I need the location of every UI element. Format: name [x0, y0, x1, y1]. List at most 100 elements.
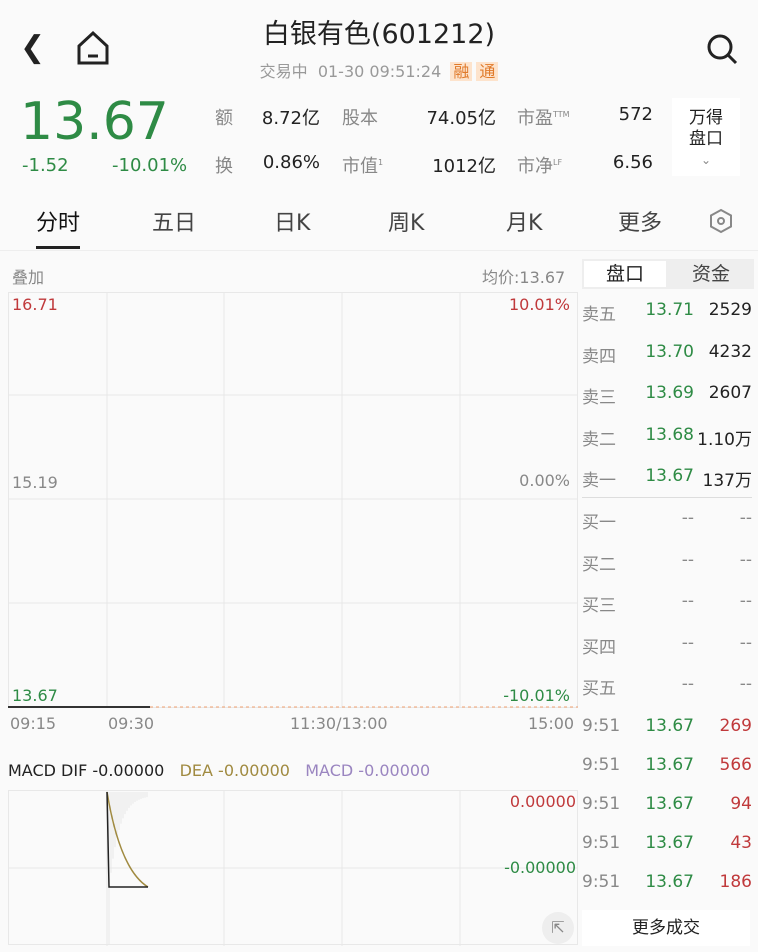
- book-price: --: [681, 632, 694, 653]
- book-volume: 4232: [708, 341, 752, 362]
- book-tabs: 盘口 资金: [582, 259, 754, 289]
- book-label: 买四: [582, 637, 616, 658]
- tab-4[interactable]: 月K: [506, 211, 543, 236]
- tab-0[interactable]: 分时: [36, 211, 81, 236]
- book-volume: --: [739, 549, 752, 570]
- pct-high: 10.01%: [508, 295, 570, 314]
- stat-label: 换: [215, 156, 233, 177]
- stat-label: 市值1: [342, 156, 384, 177]
- book-volume: --: [739, 632, 752, 653]
- x-tick: 09:30: [108, 714, 155, 733]
- tab-2[interactable]: 日K: [274, 211, 311, 236]
- pct-low: -10.01%: [503, 686, 570, 705]
- y-high: 16.71: [12, 295, 58, 314]
- trade-volume: 269: [719, 716, 752, 736]
- price-change-pct: -10.01%: [112, 155, 188, 176]
- book-price: 13.69: [645, 383, 694, 404]
- stat-label: 市净LF: [517, 156, 563, 177]
- more-trades-button[interactable]: 更多成交: [582, 910, 750, 946]
- trade-status: 交易中 01-30 09:51:24 融通: [0, 58, 758, 82]
- trade-volume: 43: [730, 833, 752, 853]
- x-tick: 11:30/13:00: [290, 714, 388, 733]
- trade-time: 9:51: [582, 833, 621, 853]
- book-price: 13.70: [645, 341, 694, 362]
- book-volume: 1.10万: [697, 429, 752, 450]
- macd-legend: MACD DIF -0.00000 DEA -0.00000 MACD -0.0…: [8, 761, 431, 780]
- book-label: 买五: [582, 679, 616, 700]
- trade-volume: 566: [719, 755, 752, 775]
- stat-value: 74.05亿: [426, 108, 496, 129]
- macd-chart[interactable]: [8, 790, 578, 946]
- trade-price: 13.67: [645, 872, 694, 892]
- trade-time: 9:51: [582, 872, 621, 892]
- trade-price: 13.67: [645, 833, 694, 853]
- book-volume: --: [739, 591, 752, 612]
- trade-volume: 94: [730, 794, 752, 814]
- trade-time: 9:51: [582, 755, 621, 775]
- book-price: --: [681, 508, 694, 528]
- macd-y-mid: -0.00000: [504, 858, 576, 877]
- current-price: 13.67: [20, 92, 169, 152]
- book-label: 卖一: [582, 471, 616, 492]
- book-price: 13.71: [645, 300, 694, 320]
- x-tick: 09:15: [10, 714, 57, 733]
- stat-value: 1012亿: [432, 156, 496, 177]
- book-price: --: [681, 591, 694, 612]
- book-volume: --: [739, 508, 752, 528]
- back-button[interactable]: ❮: [20, 30, 46, 65]
- pct-mid: 0.00%: [519, 471, 570, 490]
- page-title: 白银有色(601212): [262, 19, 496, 50]
- stat-label: 市盈TTM: [517, 108, 570, 129]
- trade-price: 13.67: [645, 794, 694, 814]
- trade-time: 9:51: [582, 794, 621, 814]
- macd-y-top: 0.00000: [509, 792, 576, 811]
- stat-label: 股本: [342, 108, 378, 129]
- tab-5[interactable]: 更多: [618, 211, 663, 236]
- trade-time: 9:51: [582, 716, 621, 736]
- search-icon[interactable]: [705, 32, 739, 66]
- book-price: --: [681, 549, 694, 570]
- y-low: 13.67: [12, 686, 58, 705]
- y-mid: 15.19: [12, 473, 58, 492]
- dea-line: [106, 791, 149, 888]
- book-price: --: [681, 674, 694, 695]
- tab-3[interactable]: 周K: [388, 211, 425, 236]
- book-label: 买二: [582, 554, 616, 575]
- settings-hexagon-icon[interactable]: [708, 208, 734, 234]
- stat-value: 6.56: [612, 152, 653, 173]
- connect-tag: 通: [476, 62, 499, 81]
- stat-value: 0.86%: [262, 152, 320, 173]
- home-icon[interactable]: [76, 30, 110, 66]
- trade-volume: 186: [719, 872, 752, 892]
- overlay-button[interactable]: 叠加: [12, 268, 45, 287]
- book-label: 卖四: [582, 346, 616, 367]
- price-change: -1.52: [22, 155, 69, 176]
- book-volume: --: [739, 674, 752, 695]
- trade-price: 13.67: [645, 755, 694, 775]
- tab-1[interactable]: 五日: [152, 211, 197, 236]
- margin-tag: 融: [450, 62, 473, 81]
- avg-price: 均价:13.67: [482, 268, 566, 287]
- book-volume: 2529: [708, 300, 752, 320]
- expand-icon[interactable]: ⇱: [542, 912, 574, 944]
- book-volume: 137万: [702, 471, 752, 492]
- book-label: 卖二: [582, 429, 616, 450]
- book-volume: 2607: [708, 383, 752, 404]
- chevron-down-icon: ⌄: [700, 153, 712, 167]
- tab-active-underline: [36, 246, 80, 249]
- tab-funds[interactable]: 资金: [691, 263, 730, 285]
- intraday-chart[interactable]: [8, 292, 578, 710]
- stat-label: 额: [215, 108, 233, 129]
- wind-orderbook-button[interactable]: 万得 盘口 ⌄: [672, 98, 740, 176]
- book-price: 13.68: [645, 424, 694, 445]
- x-tick: 15:00: [528, 714, 575, 733]
- trade-price: 13.67: [645, 716, 694, 736]
- dif-line: [106, 791, 148, 888]
- book-price: 13.67: [645, 466, 694, 487]
- stat-value: 572: [618, 104, 653, 125]
- book-label: 买一: [582, 513, 616, 533]
- book-label: 买三: [582, 596, 616, 617]
- tab-orderbook[interactable]: 盘口: [584, 261, 666, 287]
- stat-value: 8.72亿: [261, 108, 320, 129]
- book-label: 卖三: [582, 388, 616, 409]
